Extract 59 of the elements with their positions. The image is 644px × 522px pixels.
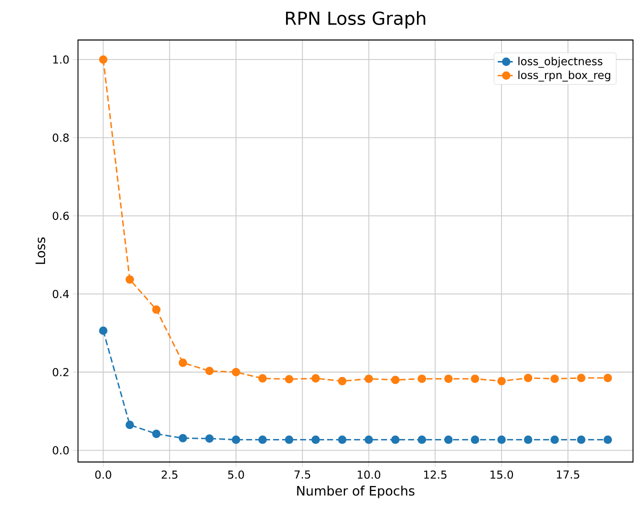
point [152,430,161,438]
point [152,305,161,314]
point [338,436,346,444]
point [284,374,294,384]
point [550,374,559,383]
x-tick-label: 2.5 [162,470,178,479]
point [418,374,426,383]
point [364,436,373,444]
point [232,436,240,444]
y-tick-label: 0.2 [52,368,68,376]
x-tick-label: 5.0 [228,470,244,479]
y-tick-label: 0.0 [52,446,69,454]
point [126,275,134,284]
x-tick-label: 10.0 [358,470,380,479]
y-tick-label: 0.4 [52,290,69,298]
point [391,436,400,444]
point [550,436,559,444]
point [338,376,346,386]
point [604,436,612,444]
point [126,420,134,430]
point [258,374,267,383]
point [391,376,400,384]
point [232,368,240,376]
point [418,436,426,444]
x-tick-label: 0.0 [95,470,112,479]
y-axis-title: Loss [36,237,46,264]
point [178,434,188,442]
point [497,376,506,386]
point [444,436,453,444]
chart-title: RPN Loss Graph [286,11,426,29]
x-tick-label: 17.5 [556,470,580,479]
point [497,436,506,444]
point [178,358,188,367]
point [205,434,214,443]
point [524,374,532,382]
point [470,436,480,444]
point [99,55,108,64]
point [604,374,612,382]
x-tick-label: 7.5 [294,470,310,479]
point [99,326,108,335]
point [364,374,373,383]
y-tick-label: 0.6 [52,212,69,220]
point [311,436,320,444]
point [524,436,532,444]
legend-label: loss_objectness [518,56,602,68]
y-tick-label: 0.8 [52,134,69,142]
point [444,374,453,383]
y-tick-label: 1.0 [53,55,69,64]
point [577,374,586,382]
x-axis-title: Number of Epochs [297,486,414,498]
point [284,436,294,444]
x-tick-label: 15.0 [490,470,514,479]
point [311,374,320,383]
point [577,436,586,444]
point [205,366,214,376]
point [258,436,267,444]
point [470,374,480,383]
x-tick-label: 12.5 [424,470,446,479]
legend-label: loss_rpn_box_reg [518,70,610,82]
